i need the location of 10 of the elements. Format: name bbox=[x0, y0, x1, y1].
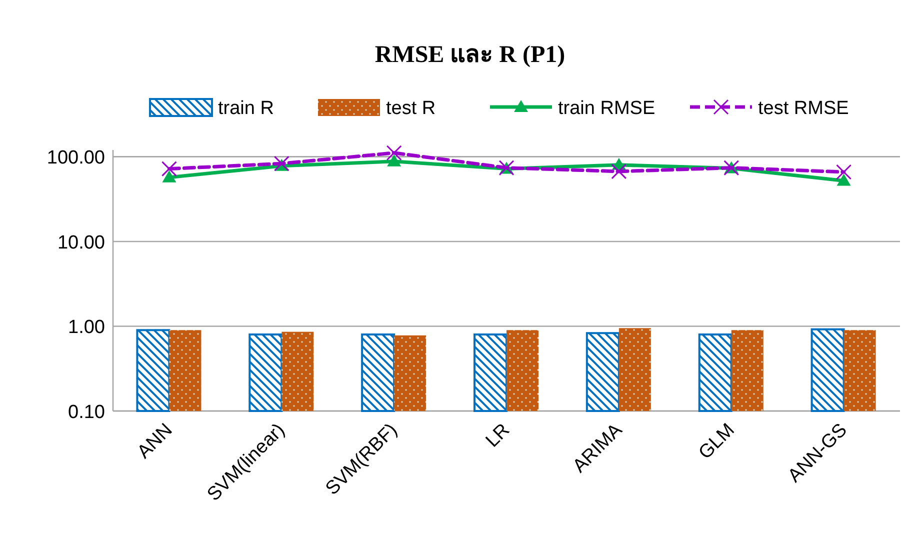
y-tick-label: 100.00 bbox=[46, 148, 105, 169]
x-tick-label: LR bbox=[482, 420, 514, 452]
y-tick-label: 1.00 bbox=[68, 317, 105, 338]
legend-label: train RMSE bbox=[558, 98, 656, 119]
y-tick-label: 0.10 bbox=[68, 402, 105, 423]
legend-label: train R bbox=[218, 98, 274, 119]
y-tick-label: 10.00 bbox=[57, 232, 105, 254]
legend-label: test RMSE bbox=[758, 98, 849, 119]
chart-title: RMSE และ R (P1) bbox=[374, 42, 566, 68]
legend-label: test R bbox=[386, 98, 436, 119]
